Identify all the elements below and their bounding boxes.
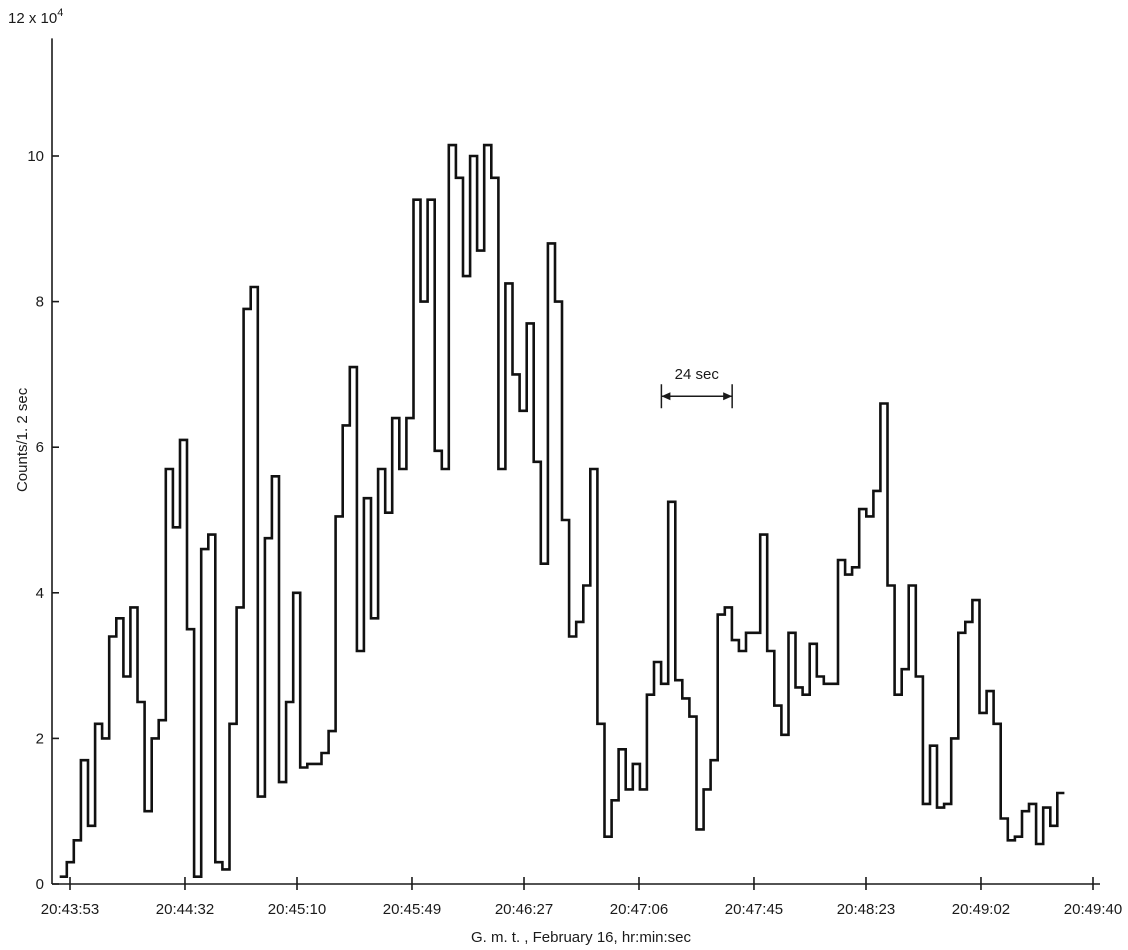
y-tick-label: 2	[36, 730, 44, 747]
y-tick-label: 0	[36, 876, 44, 893]
y-scale-label: 12 x 104	[8, 7, 63, 27]
x-tick-label: 20:49:40	[1064, 901, 1122, 918]
x-axis-title: G. m. t. , February 16, hr:min:sec	[471, 929, 692, 946]
annotation-24-sec: 24 sec	[660, 366, 733, 409]
y-tick-label: 10	[27, 148, 44, 165]
x-tick-label: 20:49:02	[952, 901, 1010, 918]
y-scale-base: 12 x 10	[8, 10, 57, 27]
y-tick-label: 4	[36, 585, 44, 602]
y-axis-title: Counts/1. 2 sec	[14, 387, 31, 492]
series-line-counts	[59, 143, 1065, 878]
x-ticks: 20:43:53 20:44:32 20:45:10 20:45:49 20:46:27…	[41, 877, 1122, 918]
x-tick-label: 20:43:53	[41, 901, 99, 918]
annotation-right-arrow	[723, 392, 733, 401]
x-tick-label: 20:45:10	[268, 901, 326, 918]
x-tick-label: 20:46:27	[495, 901, 553, 918]
x-tick-label: 20:44:32	[156, 901, 214, 918]
x-tick-label: 20:48:23	[837, 901, 895, 918]
x-tick-label: 20:47:06	[610, 901, 668, 918]
y-tick-label: 8	[36, 294, 44, 311]
y-tick-label: 6	[36, 439, 44, 456]
annotation-label: 24 sec	[675, 366, 720, 383]
x-tick-label: 20:47:45	[725, 901, 783, 918]
y-ticks: 0 2 4 6 8 10	[27, 148, 59, 893]
annotation-left-arrow	[661, 392, 671, 401]
x-axis: 20:43:53 20:44:32 20:45:10 20:45:49 20:46:27…	[41, 877, 1122, 946]
y-scale-exponent: 4	[57, 7, 63, 19]
x-tick-label: 20:45:49	[383, 901, 441, 918]
